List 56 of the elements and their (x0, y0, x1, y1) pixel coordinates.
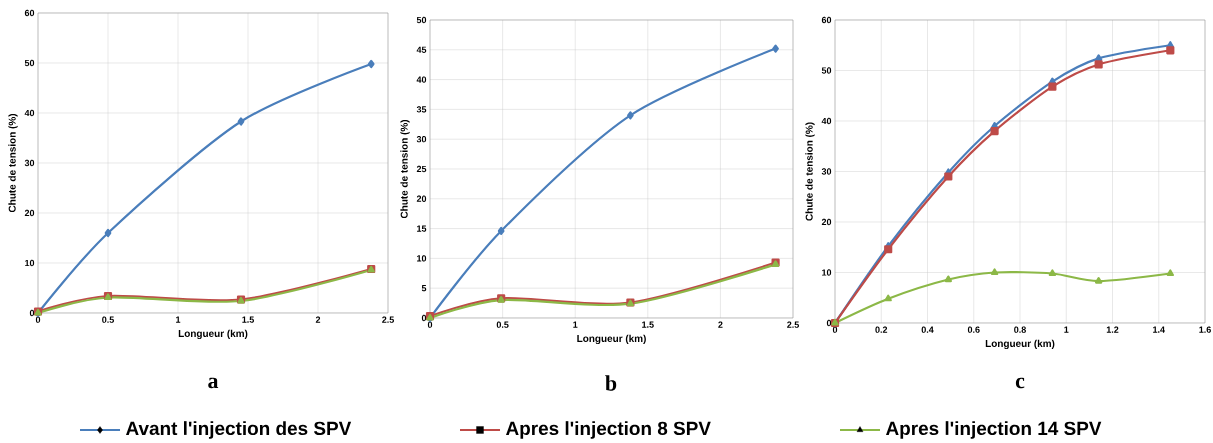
y-tick-label: 60 (821, 16, 832, 24)
x-tick-label: 2 (718, 321, 723, 328)
x-axis-title: Longueur (km) (178, 329, 248, 340)
legend-label: Apres l'injection 8 SPV (506, 421, 711, 439)
x-tick-label: 1 (176, 316, 181, 323)
legend-label: Apres l'injection 14 SPV (885, 421, 1102, 439)
x-tick-label: 0.5 (496, 321, 509, 328)
text: b (605, 375, 617, 391)
x-tick-label: 0.5 (102, 316, 114, 323)
legend-label: Avant l'injection des SPV (126, 421, 352, 439)
y-tick-label: 10 (25, 259, 35, 267)
y-tick-label: 20 (821, 218, 832, 226)
y-tick-label: 30 (416, 136, 427, 143)
x-tick-label: 0 (35, 316, 41, 323)
y-tick-label: 60 (24, 9, 35, 17)
text: a (208, 377, 219, 389)
x-axis-title: Longueur (km) (577, 334, 646, 345)
y-tick-label: 50 (24, 59, 35, 67)
y-axis-title: Chute de tension (%) (400, 119, 410, 219)
x-tick-label: 1.4 (1153, 326, 1165, 333)
y-tick-label: 30 (821, 168, 832, 175)
y-tick-label: 10 (417, 255, 427, 262)
y-tick-label: 0 (29, 309, 35, 317)
y-tick-label: 20 (24, 209, 35, 217)
x-tick-label: 1.2 (1106, 326, 1119, 333)
y-tick-label: 10 (822, 269, 832, 276)
x-tick-label: 1 (573, 321, 578, 328)
x-tick-label: 0 (427, 321, 433, 328)
x-tick-label: 2.5 (382, 316, 394, 323)
y-tick-label: 50 (821, 67, 832, 74)
y-tick-label: 40 (24, 109, 35, 117)
y-tick-label: 5 (421, 285, 427, 292)
y-axis-title: Chute de tension (%) (805, 122, 815, 221)
x-tick-label: 0 (832, 326, 838, 333)
x-tick-label: 0.4 (921, 326, 934, 333)
text: c (1015, 377, 1025, 389)
y-tick-label: 15 (417, 225, 427, 232)
x-tick-label: 2 (315, 316, 321, 323)
y-tick-label: 30 (24, 159, 35, 167)
y-tick-label: 50 (416, 16, 427, 24)
x-tick-label: 0.2 (875, 326, 888, 333)
y-tick-label: 40 (416, 76, 427, 83)
x-tick-label: 1.6 (1199, 326, 1211, 333)
x-tick-label: 0.6 (967, 326, 980, 333)
x-tick-label: 1 (1064, 326, 1069, 333)
y-tick-label: 20 (416, 195, 427, 202)
y-tick-label: 35 (416, 106, 427, 113)
x-tick-label: 0.8 (1014, 326, 1026, 333)
y-tick-label: 25 (416, 165, 427, 173)
y-tick-label: 40 (821, 117, 832, 125)
x-tick-label: 2.5 (787, 321, 799, 328)
x-tick-label: 1.5 (242, 316, 254, 323)
x-tick-label: 1.5 (642, 321, 654, 328)
y-tick-label: 45 (416, 46, 427, 53)
y-axis-title: Chute de tension (%) (8, 113, 18, 213)
x-axis-title: Longueur (km) (985, 339, 1055, 350)
